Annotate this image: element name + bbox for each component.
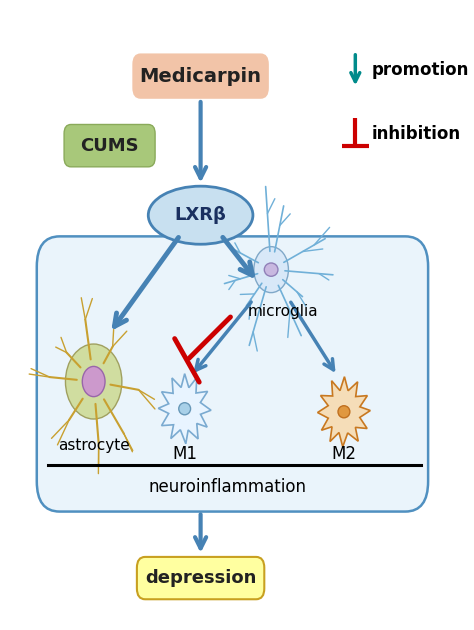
Text: astrocyte: astrocyte bbox=[58, 437, 129, 452]
Ellipse shape bbox=[179, 403, 191, 415]
Text: M1: M1 bbox=[172, 445, 197, 463]
FancyBboxPatch shape bbox=[137, 557, 264, 599]
Text: M2: M2 bbox=[331, 445, 356, 463]
Text: promotion: promotion bbox=[371, 61, 469, 79]
Polygon shape bbox=[318, 377, 370, 447]
Polygon shape bbox=[158, 374, 211, 444]
FancyBboxPatch shape bbox=[64, 125, 155, 167]
Text: microglia: microglia bbox=[247, 304, 318, 319]
Text: inhibition: inhibition bbox=[371, 125, 460, 142]
Text: depression: depression bbox=[145, 569, 256, 587]
Text: Medicarpin: Medicarpin bbox=[140, 67, 262, 86]
Ellipse shape bbox=[338, 406, 350, 418]
Circle shape bbox=[254, 247, 288, 292]
FancyBboxPatch shape bbox=[37, 236, 428, 512]
Text: CUMS: CUMS bbox=[80, 137, 139, 154]
FancyBboxPatch shape bbox=[132, 54, 269, 99]
Text: LXRβ: LXRβ bbox=[174, 206, 227, 224]
Ellipse shape bbox=[264, 263, 278, 277]
Circle shape bbox=[82, 367, 105, 397]
Circle shape bbox=[65, 344, 122, 419]
Ellipse shape bbox=[148, 186, 253, 244]
Text: neuroinflammation: neuroinflammation bbox=[149, 478, 307, 496]
